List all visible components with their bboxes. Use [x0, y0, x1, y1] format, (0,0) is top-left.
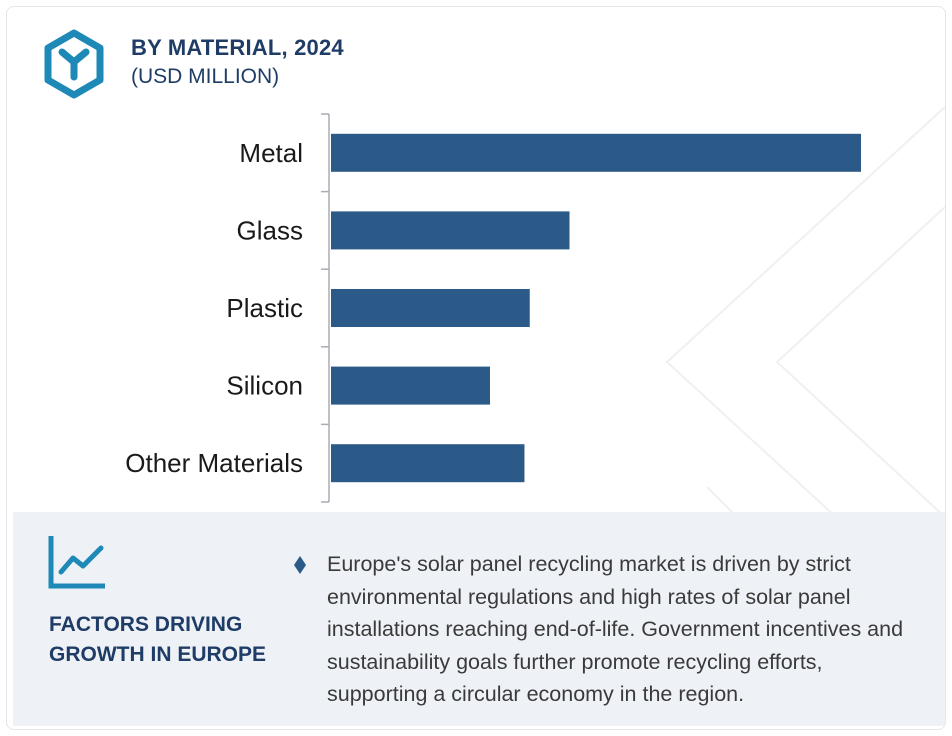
bar-chart: Metal Glass Plastic Silicon Other Materials — [125, 113, 861, 503]
chart-title: BY MATERIAL, 2024 — [131, 35, 344, 60]
trend-line-icon — [48, 536, 105, 589]
category-label: Silicon — [226, 371, 303, 401]
category-label: Glass — [237, 215, 303, 245]
bar-silicon — [331, 366, 490, 405]
bar-other-materials — [331, 444, 525, 483]
category-label: Plastic — [226, 293, 303, 323]
diamond-bullet-icon — [294, 556, 306, 574]
bar-glass — [331, 211, 570, 250]
chart-card: BY MATERIAL, 2024 (USD MILLION) Metal Gla… — [6, 6, 946, 730]
category-label: Other Materials — [125, 448, 303, 478]
factors-title: FACTORS DRIVING GROWTH IN EUROPE — [49, 613, 267, 666]
hexagon-y-icon — [44, 29, 104, 99]
factors-text: Europe's solar panel recycling market is… — [327, 552, 904, 706]
chart-subtitle: (USD MILLION) — [131, 65, 280, 88]
bar-plastic — [331, 289, 530, 327]
factors-panel: FACTORS DRIVING GROWTH IN EUROPE Europe'… — [13, 512, 945, 726]
category-label: Metal — [239, 138, 303, 168]
bar-metal — [331, 133, 861, 172]
